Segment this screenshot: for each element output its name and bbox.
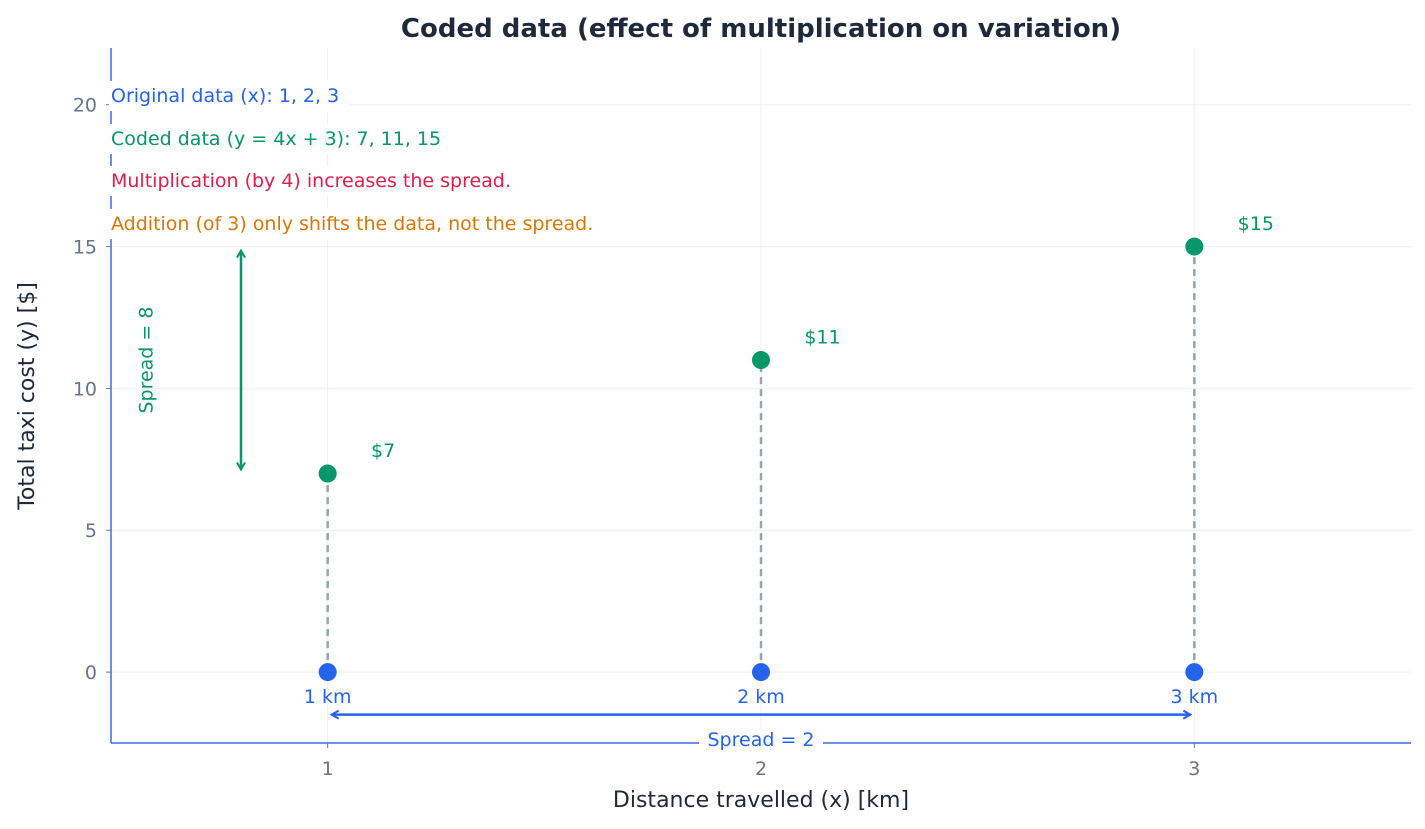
note-text: Multiplication (by 4) increases the spre…: [111, 170, 511, 192]
y-spread-label: Spread = 8: [136, 307, 158, 414]
annotations: Spread = 2 Spread = 8: [136, 251, 1191, 753]
x-spread-label-bg: [699, 729, 823, 753]
coded-point: [318, 464, 337, 483]
note-text: Original data (x): 1, 2, 3: [111, 85, 339, 107]
point-label: 1 km: [304, 686, 352, 708]
y-tick-label: 20: [73, 95, 97, 117]
original-point: [1185, 663, 1204, 682]
coded-point: [1185, 237, 1204, 256]
y-tick-label: 5: [85, 520, 97, 542]
note-bg: [109, 166, 521, 196]
x-spread-label: Spread = 2: [708, 729, 815, 751]
note-bg: [109, 81, 350, 111]
x-axis-label: Distance travelled (x) [km]: [613, 788, 909, 813]
notes-box: Original data (x): 1, 2, 3 Coded data (y …: [109, 81, 604, 239]
point-label: 3 km: [1171, 686, 1219, 708]
note-bg: [109, 209, 604, 239]
point-label: 2 km: [737, 686, 785, 708]
point-label: $15: [1238, 213, 1274, 235]
coded-point: [752, 351, 770, 370]
y-axis-label: Total taxi cost (y) [$]: [15, 282, 40, 511]
x-tick-label: 2: [755, 758, 767, 780]
note-text: Coded data (y = 4x + 3): 7, 11, 15: [111, 128, 441, 150]
connectors: [326, 246, 1196, 673]
y-tick-label: 0: [85, 662, 97, 684]
point-label: $11: [804, 326, 840, 348]
y-tick-label: 10: [73, 378, 97, 400]
note-text: Addition (of 3) only shifts the data, no…: [111, 213, 593, 235]
x-tick-label: 3: [1188, 758, 1200, 780]
x-tick-label: 1: [322, 758, 334, 780]
point-label: $7: [371, 440, 395, 462]
original-point: [318, 663, 337, 682]
chart-title: Coded data (effect of multiplication on …: [401, 14, 1121, 44]
marks: 1 km 2 km 3 km $7 $11 $15: [304, 213, 1274, 708]
y-tick-label: 15: [73, 237, 97, 259]
note-bg: [109, 124, 452, 154]
original-point: [752, 663, 770, 682]
